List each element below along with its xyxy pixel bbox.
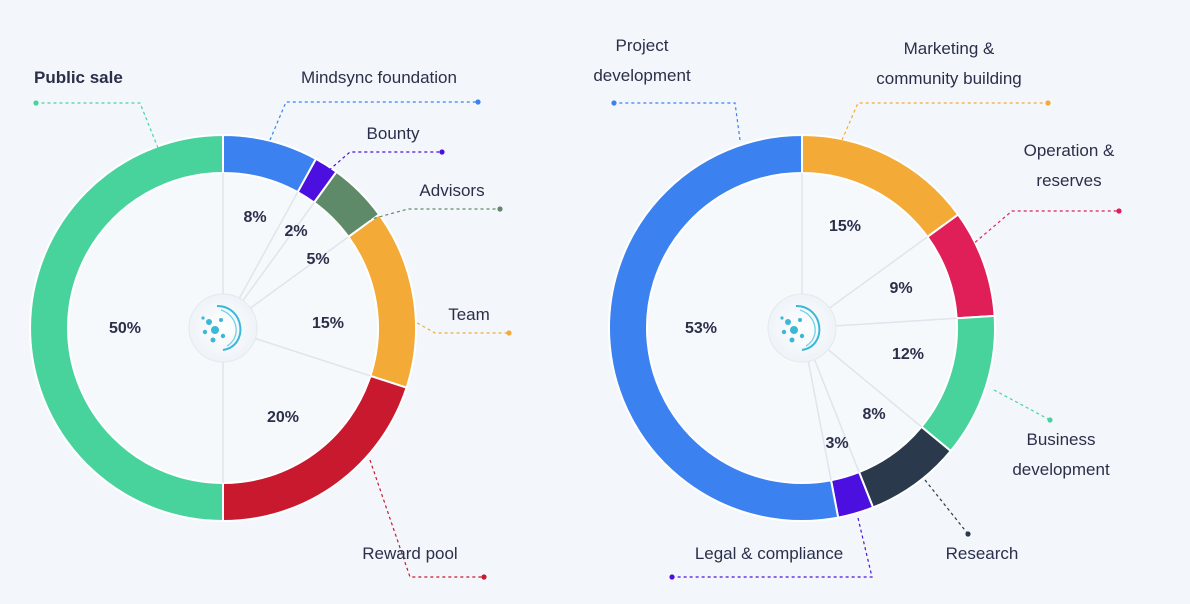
leader-dot	[481, 574, 487, 580]
value-label-public-sale: 50%	[109, 320, 141, 337]
leader-line-mindsync-foundation	[269, 101, 478, 141]
leader-line-project-development	[614, 102, 741, 141]
leader-line-operation-and-reserves	[965, 210, 1119, 251]
value-label-research: 8%	[862, 406, 885, 423]
slice-divider	[251, 336, 371, 377]
leader-dot	[33, 100, 39, 106]
leader-dot	[475, 99, 481, 105]
category-label-team: Team	[448, 305, 490, 324]
slice-divider	[240, 202, 315, 305]
leader-line-legal-and-compliance	[672, 517, 873, 578]
leader-line-marketing-and-community-building	[841, 102, 1048, 141]
leader-dot	[1045, 100, 1051, 106]
slice-divider	[831, 317, 957, 327]
category-label-marketing-and-community-building: Marketing & community building	[876, 39, 1022, 88]
value-label-legal-and-compliance: 3%	[825, 435, 848, 452]
leader-line-public-sale	[36, 102, 159, 149]
leader-line-advisors	[367, 208, 500, 221]
slice-divider	[236, 191, 299, 303]
category-label-research: Research	[946, 544, 1019, 563]
value-label-reward-pool: 20%	[267, 409, 299, 426]
leader-dot	[1116, 208, 1122, 214]
leader-dot	[497, 206, 503, 212]
category-label-project-development: Project development	[593, 36, 691, 85]
budget-donut-chart: 15% 9% 12% 8% 3% 53% Marketing & community buil…	[593, 36, 1122, 580]
value-label-bounty: 2%	[284, 223, 307, 240]
leader-dot	[611, 100, 617, 106]
category-label-reward-pool: Reward pool	[362, 544, 457, 563]
leader-line-research	[924, 479, 969, 535]
leader-dot	[1047, 417, 1053, 423]
value-label-business-development: 12%	[892, 346, 924, 363]
slice-public-sale[interactable]	[29, 133, 224, 523]
category-label-business-development: Business development	[1012, 430, 1110, 479]
mindsync-logo-icon	[188, 293, 258, 363]
category-label-bounty: Bounty	[367, 124, 420, 143]
leader-line-business-development	[993, 389, 1051, 421]
category-label-advisors: Advisors	[419, 181, 484, 200]
slice-divider	[246, 236, 349, 311]
value-label-mindsync-foundation: 8%	[243, 209, 266, 226]
value-label-marketing-and-community-building: 15%	[829, 218, 861, 235]
category-label-mindsync-foundation: Mindsync foundation	[301, 68, 457, 87]
leader-dot	[669, 574, 675, 580]
slice-divider	[812, 355, 860, 473]
slice-divider	[825, 236, 928, 311]
value-label-advisors: 5%	[306, 251, 329, 268]
slice-divider	[806, 357, 832, 481]
slice-divider	[824, 346, 922, 428]
leader-line-team	[411, 319, 509, 334]
value-label-team: 15%	[312, 315, 344, 332]
value-label-project-development: 53%	[685, 320, 717, 337]
leader-line-bounty	[319, 151, 442, 179]
leader-dot	[439, 149, 445, 155]
value-label-operation-and-reserves: 9%	[889, 280, 912, 297]
allocation-donut-chart: 8% 2% 5% 15% 20% 50% Mindsync foundation Bounty…	[29, 68, 512, 580]
slice-project-development[interactable]	[608, 133, 840, 522]
category-label-public-sale: Public sale	[34, 68, 123, 87]
leader-dot	[965, 531, 971, 537]
category-label-operation-and-reserves: Operation & reserves	[1024, 141, 1115, 190]
leader-dot	[506, 330, 512, 336]
mindsync-logo-icon	[767, 293, 837, 363]
category-label-legal-and-compliance: Legal & compliance	[695, 544, 843, 563]
